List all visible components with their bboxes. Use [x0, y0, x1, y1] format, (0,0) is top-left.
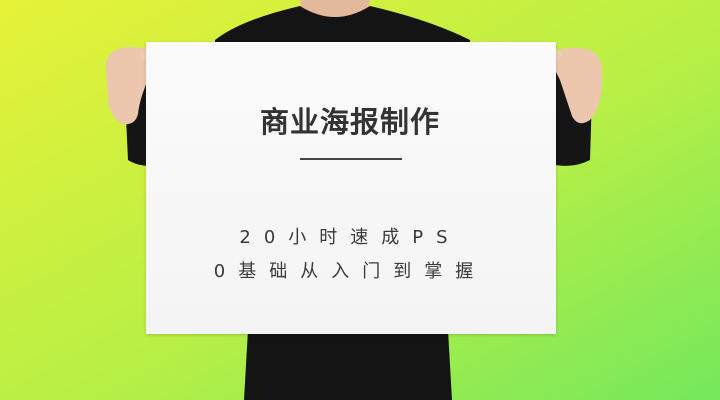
right-hand [553, 47, 603, 124]
poster-subtitle-line-1: 20小时速成PS [239, 227, 461, 248]
poster-board [146, 42, 556, 334]
title-divider [300, 158, 402, 160]
poster-subtitle-line-2: 0基础从入门到掌握 [213, 261, 487, 282]
poster-title: 商业海报制作 [259, 105, 440, 139]
shirt-lower [244, 330, 452, 400]
